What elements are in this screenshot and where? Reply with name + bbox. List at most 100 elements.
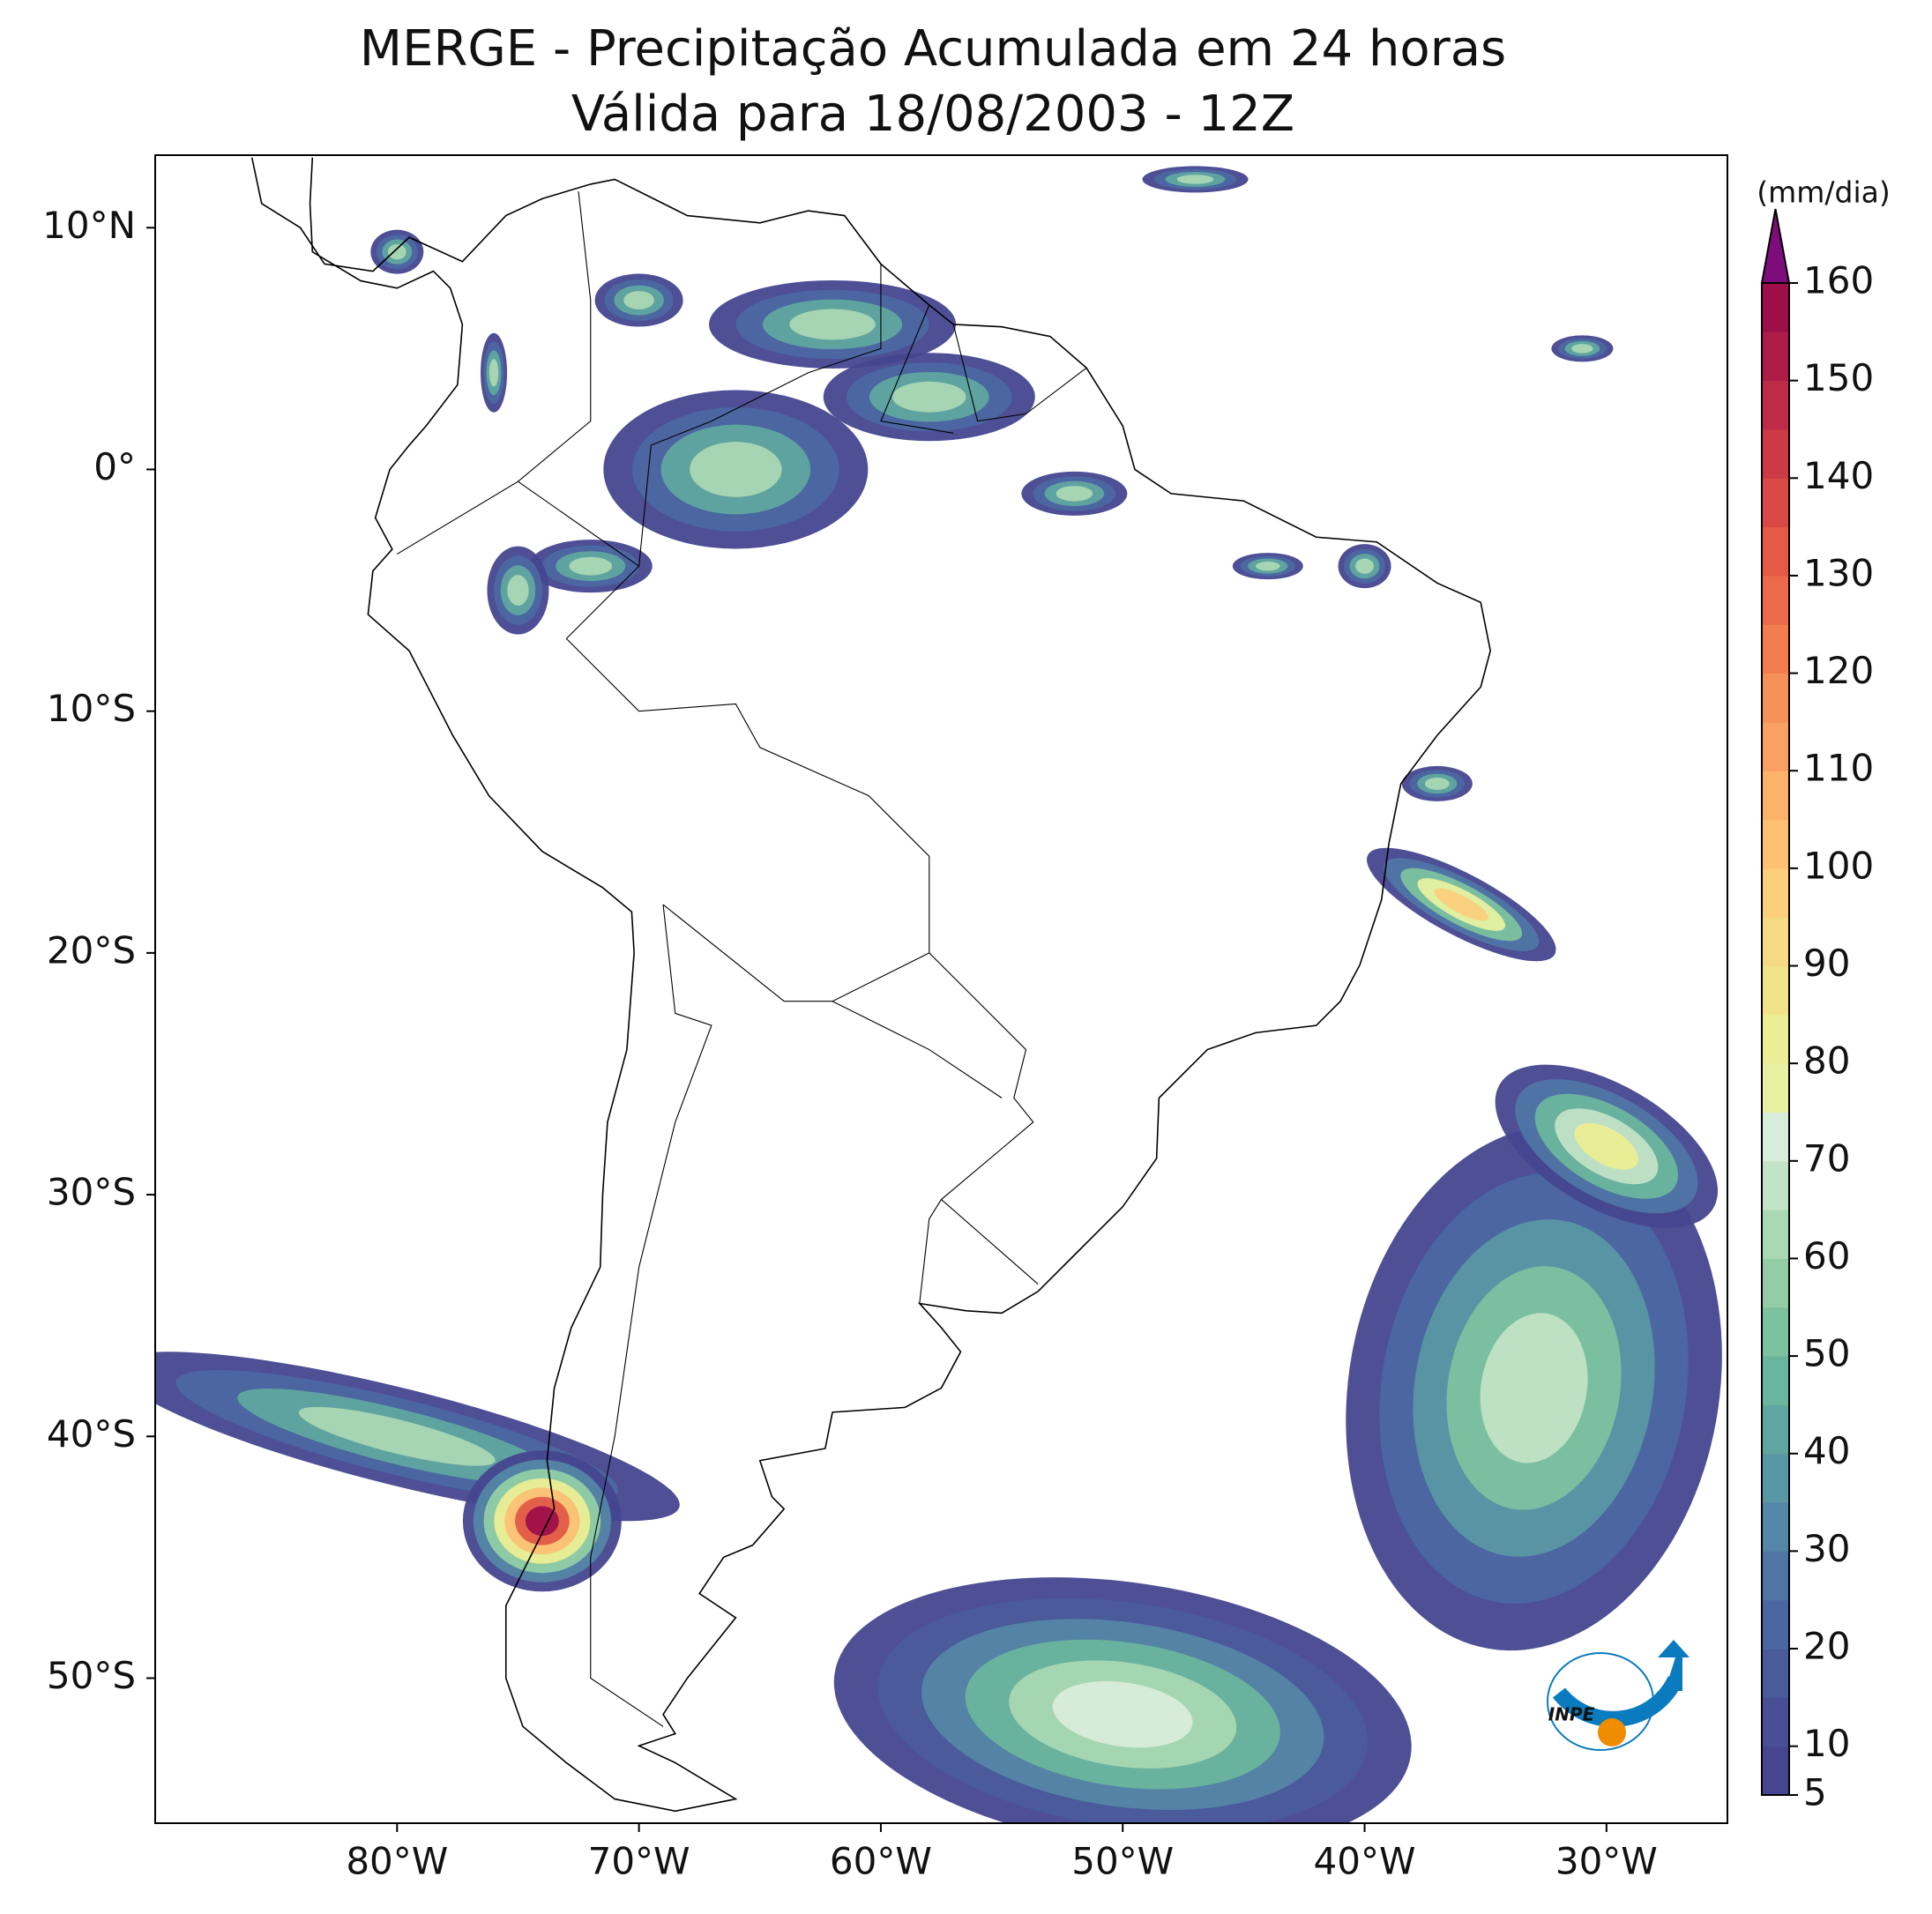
x-tick-label: 50°W <box>1071 1840 1174 1883</box>
precip-area <box>1434 888 1488 921</box>
map-layer <box>155 157 1722 1823</box>
colorbar-tick-label: 130 <box>1803 551 1874 594</box>
colorbar-band <box>1762 478 1789 528</box>
precip-area <box>892 381 966 413</box>
border <box>952 324 1087 422</box>
x-tick-label: 80°W <box>346 1840 448 1883</box>
colorbar-band <box>1762 1112 1789 1162</box>
colorbar-tick-label: 70 <box>1803 1136 1850 1180</box>
colorbar-band <box>1762 1746 1789 1796</box>
precip-area <box>1355 558 1374 574</box>
logo-arrow <box>1658 1640 1690 1691</box>
colorbar-band <box>1762 428 1789 479</box>
border <box>397 191 592 555</box>
precip-area <box>690 442 782 497</box>
colorbar-tick-label: 10 <box>1803 1722 1850 1765</box>
colorbar-band <box>1762 1307 1789 1357</box>
logo-sun <box>1598 1718 1626 1746</box>
colorbar-tick-label: 100 <box>1803 844 1874 887</box>
logo-text: INPE <box>1548 1704 1595 1725</box>
colorbar-tick-label: 5 <box>1803 1771 1827 1814</box>
colorbar-frame <box>1761 282 1790 1796</box>
precip-area <box>1176 175 1214 184</box>
logo-ring <box>1547 1652 1654 1751</box>
precip-area <box>489 359 499 387</box>
border <box>880 304 954 434</box>
colorbar-band <box>1762 1356 1789 1405</box>
x-tick-label: 60°W <box>830 1840 932 1883</box>
precip-area <box>1052 1680 1193 1748</box>
border <box>651 264 882 446</box>
border <box>518 480 639 567</box>
precip-area <box>1424 777 1450 790</box>
colorbar-band <box>1762 1649 1789 1698</box>
colorbar-band <box>1762 1404 1789 1455</box>
border <box>590 904 712 1727</box>
precip-area <box>1056 486 1093 502</box>
precip-area <box>569 556 613 576</box>
y-tick-label: 40°S <box>47 1412 136 1456</box>
colorbar-tick-label: 50 <box>1803 1332 1850 1375</box>
colorbar-band <box>1762 1551 1789 1601</box>
logo-arc <box>1552 1675 1683 1727</box>
colorbar: 5 10 20 30 40 50 60 70 80 90 100 110 120 130 140 150 160… <box>1757 175 1891 1814</box>
colorbar-tick-label: 40 <box>1803 1429 1850 1472</box>
precip-area <box>387 243 407 260</box>
border <box>832 1001 1003 1099</box>
colorbar-band <box>1762 575 1789 625</box>
colorbar-tick-label: 110 <box>1803 747 1874 790</box>
colorbar-band <box>1762 1160 1789 1210</box>
y-tick-label: 50°S <box>47 1654 136 1697</box>
y-tick-label: 20°S <box>47 928 136 972</box>
colorbar-tick-label: 80 <box>1803 1039 1850 1083</box>
colorbar-label: (mm/dia) <box>1757 175 1891 210</box>
precip-area <box>525 1506 559 1537</box>
colorbar-band <box>1762 1063 1789 1113</box>
border <box>565 638 1039 1285</box>
colorbar-band <box>1762 526 1789 577</box>
colorbar-band <box>1762 1697 1789 1747</box>
colorbar-band <box>1762 721 1789 771</box>
colorbar-band <box>1762 1210 1789 1259</box>
colorbar-tick-label: 160 <box>1803 259 1874 302</box>
colorbar-band <box>1762 380 1789 430</box>
x-tick-label: 30°W <box>1555 1840 1658 1883</box>
precip-area <box>1574 1122 1638 1170</box>
x-tick-label: 70°W <box>588 1840 690 1883</box>
precip-area <box>1255 561 1280 571</box>
y-tick-label: 0° <box>93 445 136 488</box>
colorbar-band <box>1762 771 1789 821</box>
coastline <box>250 157 1492 1813</box>
border <box>919 1199 942 1304</box>
colorbar-band <box>1762 868 1789 918</box>
precip-area <box>789 309 876 340</box>
colorbar-band <box>1762 673 1789 723</box>
colorbar-tick-label: 60 <box>1803 1234 1850 1277</box>
precip-area <box>507 575 529 606</box>
colorbar-tick-label: 20 <box>1803 1625 1850 1668</box>
colorbar-band <box>1762 624 1789 674</box>
colorbar-band <box>1762 965 1789 1016</box>
y-tick-label: 10°S <box>47 687 136 730</box>
map-area: 80°W 70°W 60°W 50°W 40°W 30°W 10°N 0° 10°S 20°S 30… <box>42 154 1728 1883</box>
colorbar-band <box>1762 1502 1789 1552</box>
x-tick-label: 40°W <box>1314 1840 1416 1883</box>
colorbar-tick-label: 30 <box>1803 1527 1850 1570</box>
colorbar-band <box>1762 917 1789 967</box>
colorbar-band <box>1762 1453 1789 1503</box>
border <box>662 904 930 1002</box>
colorbar-band <box>1762 1258 1789 1308</box>
subtitle: Válida para 18/08/2003 - 12Z <box>571 86 1294 143</box>
title: MERGE - Precipitação Acumulada em 24 hor… <box>360 20 1506 78</box>
colorbar-band <box>1762 331 1789 382</box>
colorbar-band <box>1762 1599 1789 1650</box>
precip-area <box>623 291 655 309</box>
precip-area <box>1480 1313 1588 1463</box>
colorbar-tick-label: 90 <box>1803 942 1850 985</box>
precip-area <box>298 1406 496 1466</box>
colorbar-tick-label: 150 <box>1803 356 1874 399</box>
y-tick-label: 10°N <box>42 204 136 247</box>
colorbar-band <box>1762 819 1789 869</box>
precip-area <box>1571 344 1593 354</box>
